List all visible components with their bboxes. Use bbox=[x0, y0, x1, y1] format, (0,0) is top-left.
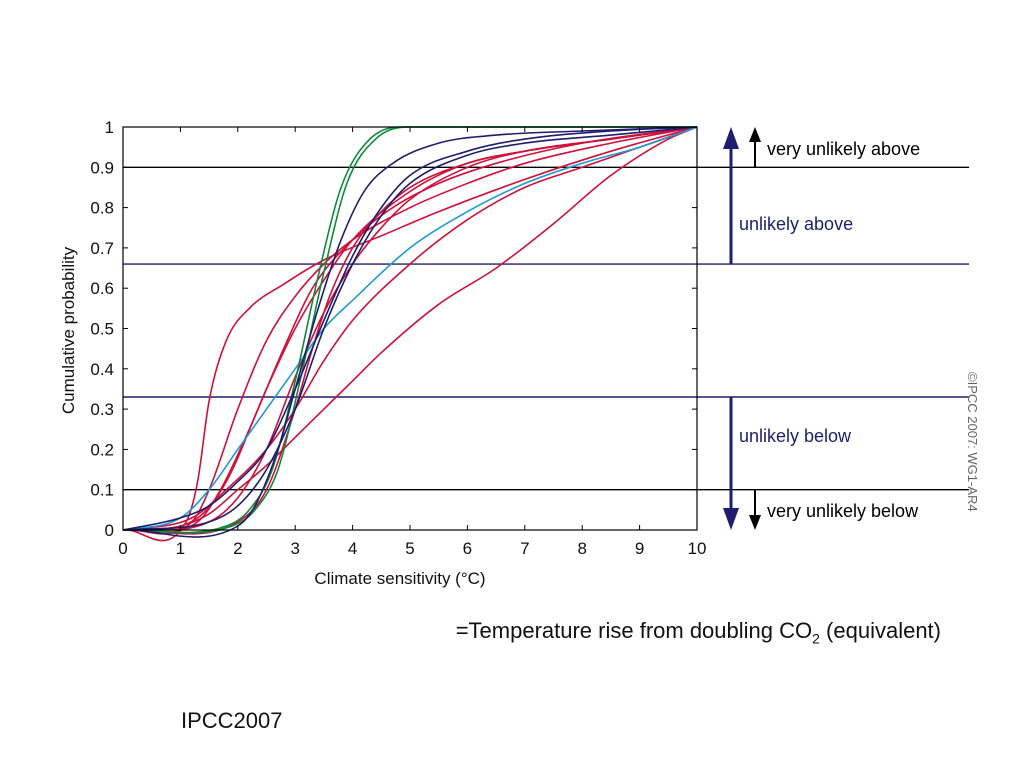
chart-caption: =Temperature rise from doubling CO2 (equ… bbox=[456, 618, 941, 646]
x-tick-label: 10 bbox=[688, 539, 707, 558]
caption-subscript: 2 bbox=[812, 630, 820, 647]
series-line-0 bbox=[122, 126, 698, 542]
series-line-7 bbox=[122, 126, 698, 535]
x-tick-label: 7 bbox=[520, 539, 529, 558]
x-tick-label: 2 bbox=[233, 539, 242, 558]
y-tick-label: 0.3 bbox=[90, 400, 114, 419]
x-tick-label: 3 bbox=[290, 539, 299, 558]
caption-text: =Temperature rise from doubling CO bbox=[455, 618, 813, 643]
x-tick-label: 8 bbox=[577, 539, 586, 558]
y-tick-label: 0.1 bbox=[90, 481, 114, 500]
y-tick-label: 0.2 bbox=[90, 440, 114, 459]
x-tick-label: 9 bbox=[635, 539, 644, 558]
series-line-12 bbox=[122, 126, 698, 531]
y-tick-label: 0.4 bbox=[90, 360, 114, 379]
x-tick-label: 0 bbox=[118, 539, 127, 558]
unlikely-above-label: unlikely above bbox=[739, 214, 853, 234]
series-line-5 bbox=[122, 126, 698, 531]
y-tick-label: 0.9 bbox=[90, 158, 114, 177]
x-tick-label: 4 bbox=[348, 539, 357, 558]
y-tick-label: 1 bbox=[105, 118, 114, 137]
series-line-11 bbox=[122, 126, 698, 538]
series-line-13 bbox=[122, 126, 698, 531]
series-line-6 bbox=[122, 126, 698, 531]
unlikely-below-label: unlikely below bbox=[739, 426, 852, 446]
probability-curves bbox=[122, 126, 698, 542]
very-unlikely-below-label: very unlikely below bbox=[767, 501, 919, 521]
x-tick-label: 5 bbox=[405, 539, 414, 558]
y-tick-label: 0.5 bbox=[90, 320, 114, 339]
axis-ticks: 0 1 2 3 4 5 6 7 8 9 10 0 0.1 0.2 0.3 0.4 0.5 0.6 0.7 0.8 0.9… bbox=[90, 118, 706, 558]
y-tick-label: 0.6 bbox=[90, 279, 114, 298]
y-tick-label: 0.8 bbox=[90, 199, 114, 218]
copyright-notice: ©IPCC 2007: WG1-AR4 bbox=[965, 372, 980, 512]
y-tick-label: 0.7 bbox=[90, 239, 114, 258]
source-label: IPCC2007 bbox=[181, 708, 283, 733]
y-tick-label: 0 bbox=[105, 521, 114, 540]
x-tick-label: 1 bbox=[176, 539, 185, 558]
very-unlikely-below-arrowhead bbox=[749, 515, 761, 530]
y-axis-title: Cumulative probability bbox=[59, 246, 78, 414]
likelihood-arrows bbox=[723, 127, 761, 530]
very-unlikely-above-label: very unlikely above bbox=[767, 139, 920, 159]
caption-suffix: (equivalent) bbox=[819, 618, 941, 643]
x-axis-title: Climate sensitivity (°C) bbox=[314, 569, 485, 588]
x-tick-label: 6 bbox=[463, 539, 472, 558]
series-line-8 bbox=[122, 126, 698, 531]
unlikely-above-arrowhead bbox=[723, 127, 739, 149]
very-unlikely-above-arrowhead bbox=[749, 127, 761, 142]
unlikely-below-arrowhead bbox=[723, 508, 739, 530]
